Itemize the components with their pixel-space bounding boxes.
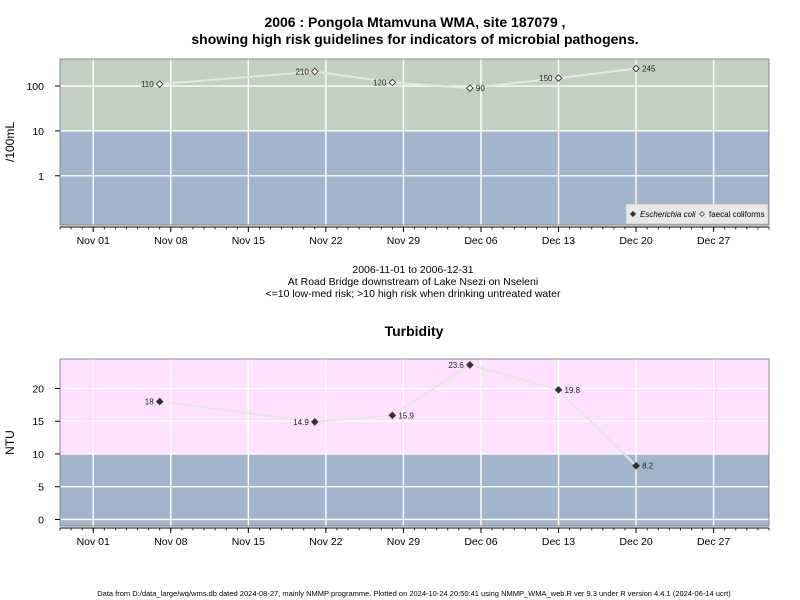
legend-label-faecal: faecal coliforms — [709, 210, 765, 219]
data-label: 110 — [141, 80, 154, 89]
high-risk-band — [60, 359, 769, 454]
data-label: 23.6 — [448, 361, 464, 370]
x-tick-label: Nov 22 — [309, 536, 342, 548]
y-tick-label: 100 — [26, 81, 44, 93]
plot-frame — [59, 358, 770, 527]
data-point — [554, 74, 563, 82]
legend-marker-ecoli — [629, 210, 637, 218]
x-tick-label: Nov 15 — [232, 536, 265, 548]
data-point — [310, 67, 319, 76]
data-label: 14.9 — [293, 418, 309, 427]
turbidity-title: Turbidity — [385, 323, 444, 339]
data-label: 245 — [642, 65, 656, 74]
x-tick-label: Nov 29 — [387, 235, 420, 247]
data-point — [388, 411, 397, 420]
data-point — [632, 64, 640, 73]
data-label: 8.2 — [642, 462, 654, 471]
x-tick-label: Nov 01 — [77, 536, 110, 548]
series-line — [159, 363, 637, 467]
x-tick-label: Nov 01 — [77, 235, 110, 247]
x-tick-label: Dec 06 — [464, 536, 497, 548]
data-label: 18 — [145, 398, 154, 407]
data-label: 15.9 — [398, 411, 414, 420]
x-tick-label: Nov 29 — [387, 536, 420, 548]
x-tick-label: Dec 13 — [542, 235, 575, 247]
data-point — [466, 84, 474, 92]
series-line — [159, 67, 637, 90]
x-tick-label: Nov 22 — [309, 235, 342, 247]
data-point — [155, 397, 164, 406]
data-point — [310, 418, 319, 426]
y-tick-label: 10 — [32, 449, 44, 461]
data-label: 120 — [373, 78, 387, 87]
x-tick-label: Dec 27 — [697, 235, 730, 247]
x-tick-label: Nov 08 — [154, 536, 187, 548]
risk-guideline-text: <=10 low-med risk; >10 high risk when dr… — [265, 288, 561, 300]
x-tick-label: Dec 06 — [464, 235, 497, 247]
site-description-text: At Road Bridge downstream of Lake Nsezi … — [288, 276, 538, 288]
y-tick-label: 1 — [38, 171, 44, 183]
legend-label-ecoli: Escherichia coli — [640, 210, 696, 219]
legend-box — [625, 203, 769, 225]
x-tick-label: Nov 08 — [154, 235, 187, 247]
y-axis-label: NTU — [3, 430, 17, 455]
data-point — [466, 361, 474, 369]
chart-legend: Escherichia coli faecal coliforms — [625, 203, 769, 225]
chart-title-line2: showing high risk guidelines for indicat… — [191, 31, 638, 47]
x-tick-label: Dec 13 — [542, 536, 575, 548]
y-tick-label: 15 — [32, 416, 44, 428]
x-tick-label: Dec 27 — [697, 536, 730, 548]
data-point — [554, 385, 563, 394]
turbidity-panel: Nov 01 Nov 08 Nov 15 Nov 22 Nov 29 Dec 06 Dec … — [3, 358, 770, 548]
high-risk-band — [60, 59, 769, 131]
y-axis-label: /100mL — [3, 122, 17, 162]
x-tick-label: Dec 20 — [619, 536, 652, 548]
legend-marker-faecal — [699, 211, 705, 217]
low-risk-band — [60, 453, 769, 526]
chart-title-line1: 2006 : Pongola Mtamvuna WMA, site 187079… — [264, 14, 565, 30]
data-label: 90 — [476, 84, 485, 93]
data-point — [388, 78, 397, 87]
data-label: 19.8 — [565, 386, 581, 395]
microbial-panel: Nov 01 Nov 08 Nov 15 Nov 22 Nov 29 Dec 06 Dec … — [3, 58, 770, 247]
footer-note: Data from D:/data_large/wq/wms.db dated … — [97, 589, 731, 598]
y-tick-label: 10 — [32, 126, 44, 138]
y-tick-label: 0 — [38, 514, 44, 526]
x-tick-label: Nov 15 — [232, 235, 265, 247]
data-label: 150 — [539, 74, 553, 83]
x-tick-label: Dec 20 — [619, 235, 652, 247]
y-tick-label: 20 — [32, 383, 44, 395]
data-point — [155, 80, 164, 88]
data-point — [632, 461, 640, 470]
date-range-text: 2006-11-01 to 2006-12-31 — [352, 264, 473, 276]
y-tick-label: 5 — [38, 482, 44, 494]
data-label: 210 — [295, 68, 309, 77]
plot-frame — [59, 58, 770, 226]
